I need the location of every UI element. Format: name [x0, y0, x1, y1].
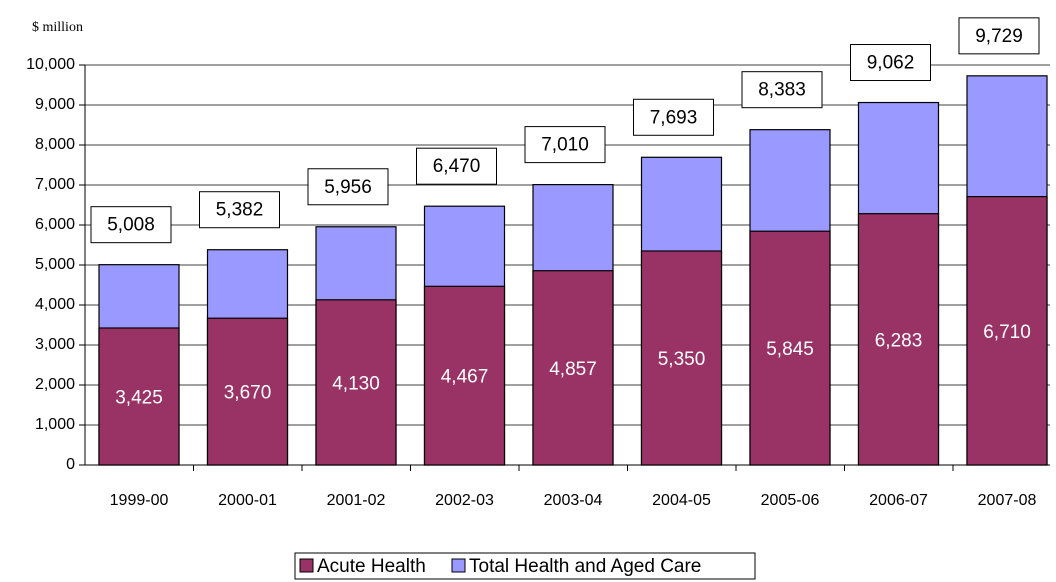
x-tick-label: 2000-01 [218, 492, 277, 509]
x-tick-label: 1999-00 [110, 492, 169, 509]
legend-label: Acute Health [317, 556, 426, 577]
bar [532, 270, 614, 466]
data-label: 4,467 [441, 367, 489, 388]
data-label: 5,845 [766, 339, 814, 360]
data-label: 5,382 [216, 200, 264, 221]
y-tick-label: 6,000 [35, 216, 75, 233]
y-tick-label: 3,000 [35, 336, 75, 353]
data-label: 5,350 [658, 349, 706, 370]
label-box [741, 71, 823, 109]
data-label: 3,670 [224, 383, 272, 404]
label-box [307, 168, 389, 206]
bar [749, 230, 831, 466]
data-label: 8,383 [758, 80, 806, 101]
x-tick-label: 2006-07 [869, 492, 928, 509]
bar [857, 213, 940, 466]
data-label: 9,062 [867, 53, 915, 74]
y-tick-label: 1,000 [35, 416, 75, 433]
label-box [958, 17, 1040, 55]
x-tick-label: 2001-02 [327, 492, 386, 509]
y-tick-label: 5,000 [35, 256, 75, 273]
bar [315, 299, 397, 466]
legend-label: Total Health and Aged Care [469, 556, 701, 577]
y-tick-label: 0 [66, 456, 75, 473]
bar [640, 250, 723, 466]
legend-swatch [299, 558, 314, 573]
data-label: 5,008 [107, 215, 155, 236]
data-label: 6,283 [875, 330, 923, 351]
label-box [90, 206, 172, 244]
bar [206, 317, 289, 466]
label-box [633, 98, 714, 136]
data-label: 6,710 [983, 322, 1031, 343]
legend-swatch [451, 558, 466, 573]
label-box [416, 147, 497, 185]
data-label: 7,693 [650, 107, 698, 128]
data-label: 4,130 [332, 373, 380, 394]
data-label: 3,425 [115, 388, 163, 409]
label-box [199, 191, 280, 229]
x-tick-label: 2003-04 [544, 492, 603, 509]
legend-box [294, 552, 756, 580]
y-tick-label: 8,000 [35, 136, 75, 153]
y-tick-label: 7,000 [35, 176, 75, 193]
data-label: 7,010 [541, 135, 589, 156]
data-label: 9,729 [975, 26, 1023, 47]
bar [98, 327, 180, 466]
y-tick-label: 9,000 [35, 96, 75, 113]
y-tick-label: 4,000 [35, 296, 75, 313]
data-label: 5,956 [324, 177, 372, 198]
y-tick-label: 10,000 [26, 56, 75, 73]
y-axis-title: $ million [32, 20, 83, 35]
x-tick-label: 2007-08 [978, 492, 1037, 509]
x-tick-label: 2002-03 [435, 492, 494, 509]
label-box [850, 44, 931, 82]
x-tick-label: 2004-05 [652, 492, 711, 509]
x-tick-label: 2005-06 [761, 492, 820, 509]
y-tick-label: 2,000 [35, 376, 75, 393]
data-label: 6,470 [433, 156, 481, 177]
label-box [524, 126, 606, 164]
data-label: 4,857 [549, 359, 597, 380]
